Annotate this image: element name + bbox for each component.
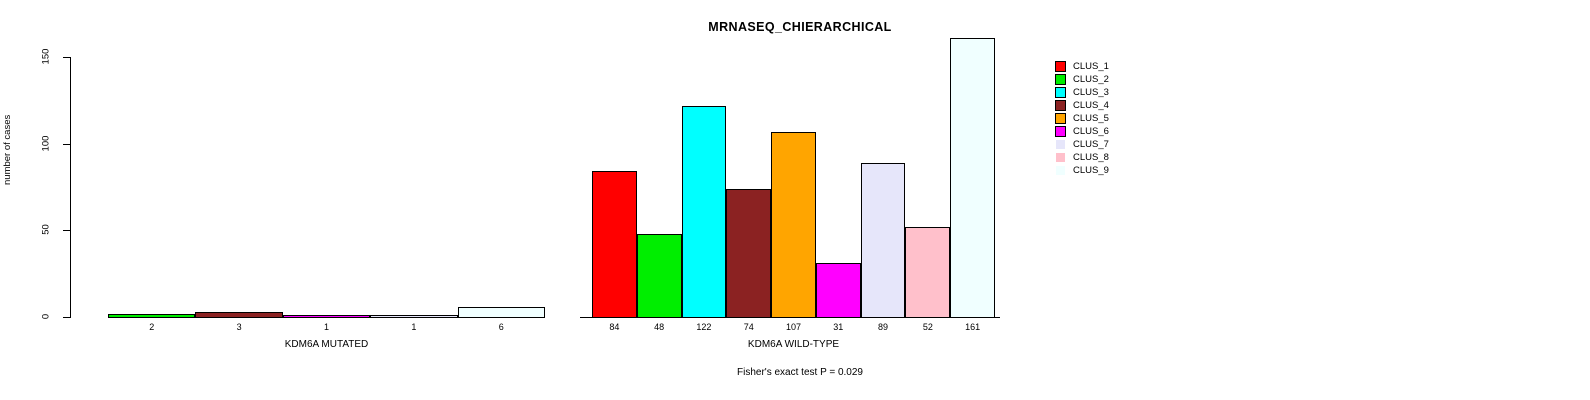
legend-item: CLUS_5	[1055, 112, 1109, 125]
legend-item-label: CLUS_1	[1073, 60, 1109, 72]
legend-color-swatch	[1055, 113, 1066, 124]
legend-item: CLUS_3	[1055, 86, 1109, 99]
bar-value-label: 84	[609, 322, 620, 332]
bar-value-label: 74	[743, 322, 754, 332]
bar-value-label: 1	[323, 322, 329, 332]
bar-value-label: 1	[411, 322, 417, 332]
y-axis-tick-label: 50	[40, 224, 52, 236]
bar	[815, 263, 861, 318]
bar	[592, 171, 637, 318]
bar	[108, 313, 196, 318]
legend-item: CLUS_4	[1055, 99, 1109, 112]
bar	[860, 162, 906, 318]
bar	[636, 233, 682, 318]
bar-value-label: 89	[878, 322, 889, 332]
y-axis-tick-label: 100	[40, 135, 52, 152]
legend-color-swatch	[1055, 126, 1066, 137]
legend-item: CLUS_1	[1055, 60, 1109, 73]
legend-color-swatch	[1055, 87, 1066, 98]
bar	[681, 105, 727, 318]
bar	[771, 131, 816, 318]
legend-item: CLUS_9	[1055, 164, 1109, 177]
panel-label-wildtype: KDM6A WILD-TYPE	[747, 339, 840, 350]
legend-item-label: CLUS_4	[1073, 99, 1109, 111]
bar-value-label: 48	[654, 322, 665, 332]
legend-item-label: CLUS_8	[1073, 151, 1109, 163]
bar-value-label: 6	[498, 322, 504, 332]
legend-item: CLUS_8	[1055, 151, 1109, 164]
y-axis-tick	[63, 143, 70, 145]
legend: CLUS_1 CLUS_2 CLUS_3 CLUS_4 CLUS_5 CLUS_6 CLUS…	[1055, 60, 1109, 177]
bar-value-label: 122	[696, 322, 712, 332]
bar-value-label: 2	[149, 322, 155, 332]
statistical-annotation: Fisher's exact test P = 0.029	[0, 367, 1590, 378]
y-axis-tick	[63, 57, 70, 58]
bar	[370, 315, 458, 318]
bar	[282, 315, 371, 318]
legend-item-label: CLUS_6	[1073, 125, 1109, 137]
legend-item: CLUS_6	[1055, 125, 1109, 138]
y-axis-tick-label: 0	[40, 313, 52, 320]
chart-title-text: MRNASEQ_CHIERARCHICAL	[708, 20, 892, 34]
legend-item-label: CLUS_5	[1073, 112, 1109, 124]
legend-item-label: CLUS_9	[1073, 164, 1109, 176]
bar-value-label: 161	[965, 322, 981, 332]
statistical-annotation-text: Fisher's exact test P = 0.029	[737, 367, 863, 378]
y-axis-tick	[63, 317, 70, 318]
bar	[950, 37, 995, 318]
legend-color-swatch	[1055, 61, 1066, 72]
legend-item: CLUS_2	[1055, 73, 1109, 86]
bar-value-label: 3	[236, 322, 242, 332]
chart-title: MRNASEQ_CHIERARCHICAL	[0, 20, 1590, 34]
legend-item: CLUS_7	[1055, 138, 1109, 151]
legend-color-swatch	[1055, 74, 1066, 85]
bar	[726, 188, 772, 318]
bar	[905, 226, 951, 318]
legend-item-label: CLUS_7	[1073, 138, 1109, 150]
legend-color-swatch	[1055, 139, 1066, 150]
bar-value-label: 31	[833, 322, 844, 332]
panel-label-mutated: KDM6A MUTATED	[284, 339, 369, 350]
bar	[457, 306, 545, 318]
y-axis-tick	[63, 230, 70, 232]
bar-value-label: 107	[785, 322, 801, 332]
legend-color-swatch	[1055, 165, 1066, 176]
y-axis-title: number of cases	[2, 114, 13, 185]
bar	[195, 311, 283, 318]
legend-item-label: CLUS_3	[1073, 86, 1109, 98]
legend-color-swatch	[1055, 100, 1066, 111]
legend-item-label: CLUS_2	[1073, 73, 1109, 85]
bar-value-label: 52	[922, 322, 933, 332]
legend-color-swatch	[1055, 152, 1066, 163]
y-axis-tick-label: 150	[40, 48, 52, 65]
y-axis-line	[70, 57, 71, 318]
